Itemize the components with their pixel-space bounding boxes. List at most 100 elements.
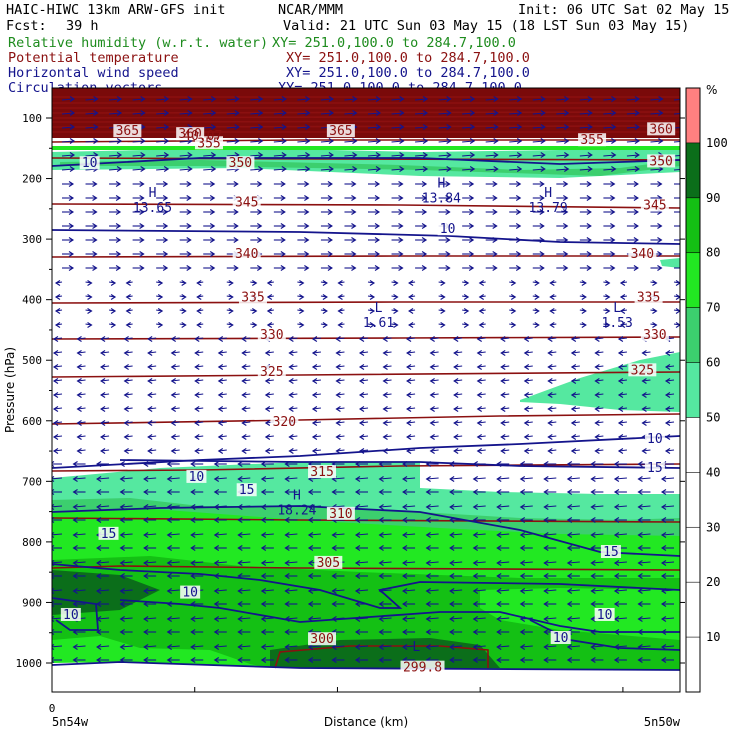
wind-vector-head bbox=[69, 166, 76, 172]
wind-vector-head bbox=[237, 476, 243, 482]
wind-vector-head bbox=[354, 461, 361, 467]
wind-vector bbox=[167, 589, 180, 592]
wind-vector-head bbox=[213, 489, 220, 495]
wind-vector-head bbox=[493, 110, 499, 116]
wind-vector bbox=[144, 533, 157, 536]
wind-vector-head bbox=[115, 265, 122, 271]
wind-vector bbox=[124, 351, 133, 354]
wind-vector-head bbox=[93, 124, 99, 130]
wind-vector bbox=[477, 393, 486, 396]
wind-vector-head bbox=[115, 223, 122, 229]
wind-vector-head bbox=[610, 181, 616, 187]
wind-vector bbox=[312, 351, 321, 354]
wind-vector-head bbox=[519, 573, 526, 579]
wind-vector-head bbox=[406, 350, 412, 356]
wind-vector-head bbox=[166, 601, 172, 607]
wind-vector bbox=[167, 645, 180, 648]
wind-vector-head bbox=[476, 420, 482, 426]
extremum-mark: H bbox=[149, 186, 157, 201]
wind-vector-head bbox=[123, 364, 129, 370]
wind-vector bbox=[673, 140, 680, 143]
wind-vector bbox=[289, 393, 298, 396]
wind-vector bbox=[359, 337, 369, 340]
wind-vector bbox=[289, 407, 298, 410]
wind-vector bbox=[391, 126, 404, 129]
wind-vector-head bbox=[280, 251, 286, 257]
wind-vector-head bbox=[566, 476, 573, 482]
wind-vector-head bbox=[682, 125, 686, 130]
wind-vector-head bbox=[393, 294, 399, 300]
wind-vector bbox=[85, 112, 98, 115]
theta-label: 355 bbox=[197, 136, 220, 151]
wind-vector-head bbox=[399, 124, 405, 130]
wind-vector-head bbox=[162, 237, 169, 243]
wind-vector-head bbox=[190, 532, 196, 538]
wind-vector bbox=[501, 365, 510, 368]
wind-vector-head bbox=[570, 350, 577, 356]
wind-vector-head bbox=[472, 489, 478, 495]
wind-vector-head bbox=[352, 138, 358, 144]
wind-vector bbox=[191, 505, 204, 508]
wind-vector-head bbox=[375, 166, 382, 172]
wind-vector-head bbox=[633, 195, 639, 201]
wind-vector-head bbox=[288, 448, 294, 454]
wind-vector-head bbox=[264, 378, 271, 384]
wind-vector-head bbox=[402, 560, 408, 566]
wind-vector-head bbox=[660, 560, 667, 566]
wind-vector-head bbox=[358, 350, 365, 356]
wind-vector-head bbox=[472, 644, 478, 650]
wind-vector-head bbox=[399, 138, 405, 144]
wind-vector bbox=[148, 351, 157, 354]
wind-vector bbox=[454, 379, 463, 382]
wind-vector-head bbox=[523, 448, 530, 454]
wind-vector-head bbox=[241, 420, 247, 426]
wind-vector bbox=[556, 140, 569, 143]
wind-vector-head bbox=[660, 476, 667, 482]
wind-vector-head bbox=[170, 336, 176, 342]
wind-vector bbox=[438, 112, 451, 115]
wind-vector-head bbox=[375, 96, 382, 102]
wind-vector-head bbox=[402, 517, 408, 523]
theta-label: 310 bbox=[329, 507, 352, 522]
wind-vector-head bbox=[260, 517, 267, 523]
wind-vector bbox=[171, 449, 180, 452]
wind-vector-head bbox=[476, 392, 482, 398]
wind-vector bbox=[665, 379, 675, 382]
wind-vector-head bbox=[515, 209, 522, 215]
wind-vector-head bbox=[374, 251, 381, 257]
wind-vector-head bbox=[354, 517, 361, 523]
wind-vector-head bbox=[100, 350, 106, 356]
wind-vector bbox=[454, 365, 463, 368]
wind-vector bbox=[532, 154, 545, 157]
wind-vector bbox=[661, 561, 675, 564]
wind-vector-head bbox=[547, 392, 553, 398]
wind-vector-head bbox=[543, 657, 549, 663]
wind-vector-head bbox=[476, 378, 482, 384]
wind-vector bbox=[524, 379, 533, 382]
wind-vector bbox=[285, 589, 298, 592]
wind-vector-head bbox=[660, 532, 667, 538]
wind-vector bbox=[132, 168, 145, 171]
wind-vector-head bbox=[472, 588, 478, 594]
wind-vector bbox=[203, 168, 216, 171]
theta-label: 365 bbox=[116, 124, 139, 139]
wind-vector bbox=[391, 112, 404, 115]
wind-vector-head bbox=[217, 406, 224, 412]
wind-vector-head bbox=[594, 420, 600, 426]
wind-vector-head bbox=[209, 195, 216, 201]
wind-vector bbox=[336, 351, 345, 354]
wind-vector-head bbox=[237, 601, 243, 607]
wind-vector-head bbox=[213, 601, 220, 607]
wind-vector-head bbox=[237, 532, 243, 538]
wind-vector-head bbox=[425, 476, 431, 482]
wind-vector-head bbox=[563, 209, 569, 215]
wind-vector bbox=[548, 421, 557, 424]
wind-vector bbox=[167, 561, 180, 564]
wind-vector-head bbox=[354, 489, 361, 495]
wind-vector-head bbox=[93, 110, 99, 116]
wind-vector-head bbox=[190, 489, 196, 495]
wind-vector-head bbox=[354, 532, 361, 538]
wind-vector-head bbox=[421, 223, 428, 229]
wind-vector bbox=[571, 393, 580, 396]
wind-vector bbox=[407, 435, 416, 438]
